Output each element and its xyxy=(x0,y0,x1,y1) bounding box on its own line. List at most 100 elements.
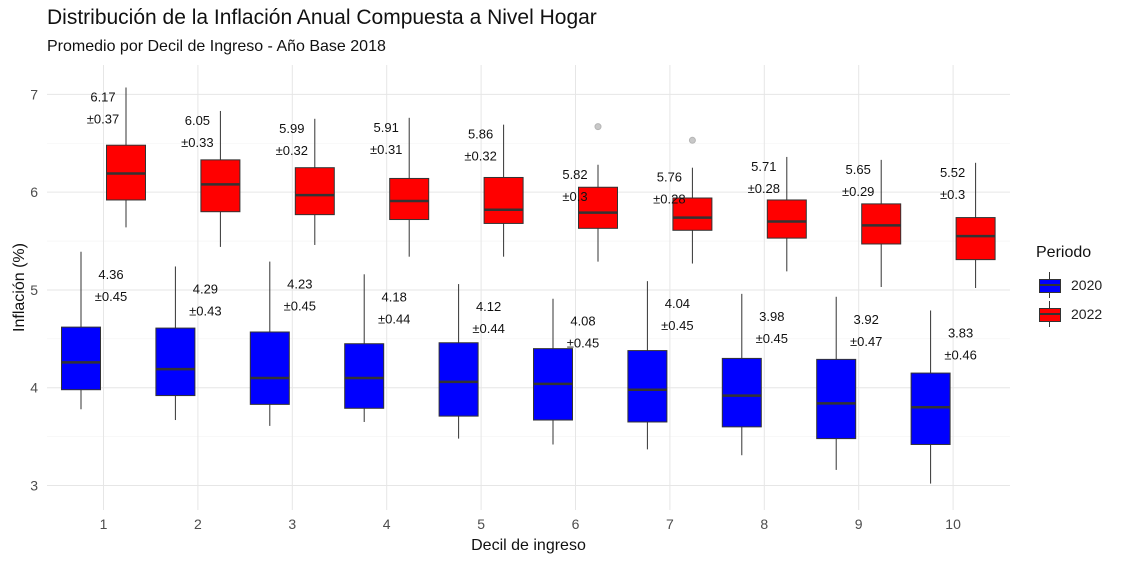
x-tick-label: 9 xyxy=(855,516,863,532)
box-2022-decile-3: 5.99 ±0.32 xyxy=(276,118,335,245)
box-2020-decile-8: 3.98 ±0.45 xyxy=(721,293,788,456)
chart-title: Distribución de la Inflación Anual Compu… xyxy=(47,6,597,29)
box-2020-decile-2: 4.29 ±0.43 xyxy=(155,266,222,421)
y-tick-label: 5 xyxy=(30,282,38,298)
sd-label: ±0.45 xyxy=(756,331,788,346)
y-tick-label: 3 xyxy=(30,478,38,494)
x-tick-label: 3 xyxy=(288,516,296,532)
mean-label: 5.82 xyxy=(562,167,587,182)
mean-label: 6.17 xyxy=(90,89,115,104)
box-body xyxy=(200,159,241,213)
box-2020-decile-4: 4.18 ±0.44 xyxy=(344,274,410,422)
sd-label: ±0.45 xyxy=(95,289,127,304)
y-tick-label: 4 xyxy=(30,380,38,396)
sd-label: ±0.31 xyxy=(370,142,402,157)
mean-label: 4.12 xyxy=(476,299,501,314)
box-2022-decile-8: 5.71 ±0.28 xyxy=(748,156,807,272)
box-body xyxy=(816,358,857,440)
y-tick-label: 6 xyxy=(30,184,38,200)
mean-label: 4.08 xyxy=(570,314,595,329)
sd-label: ±0.44 xyxy=(472,321,504,336)
box-body xyxy=(627,350,668,423)
box-body xyxy=(389,177,430,221)
mean-label: 3.92 xyxy=(854,312,879,327)
box-body xyxy=(344,343,385,409)
mean-label: 5.86 xyxy=(468,127,493,142)
mean-label: 4.29 xyxy=(193,281,218,296)
box-body xyxy=(955,217,996,261)
box-body xyxy=(672,197,713,231)
sd-label: ±0.45 xyxy=(567,336,599,351)
x-tick-label: 2 xyxy=(194,516,202,532)
legend: Periodo 2020 2022 xyxy=(1036,244,1102,328)
box-2020-decile-6: 4.08 ±0.45 xyxy=(533,298,599,445)
sd-label: ±0.28 xyxy=(653,192,685,207)
outlier-point xyxy=(594,123,602,131)
mean-label: 5.99 xyxy=(279,121,304,136)
box-body xyxy=(249,331,290,405)
legend-label-2020: 2020 xyxy=(1071,276,1103,293)
outlier-point xyxy=(688,136,696,144)
box-body xyxy=(766,199,807,239)
mean-label: 4.18 xyxy=(382,289,407,304)
box-2022-decile-2: 6.05 ±0.33 xyxy=(181,110,241,247)
box-body xyxy=(155,327,196,397)
box-2022-decile-9: 5.65 ±0.29 xyxy=(842,159,902,288)
mean-label: 5.76 xyxy=(657,170,682,185)
x-tick-label: 6 xyxy=(572,516,580,532)
box-body xyxy=(483,176,524,224)
sd-label: ±0.43 xyxy=(189,303,221,318)
y-axis-title: Inflación (%) xyxy=(11,243,28,332)
legend-label-2022: 2022 xyxy=(1071,305,1103,322)
legend-key-2022 xyxy=(1039,300,1061,327)
box-2020-decile-5: 4.12 ±0.44 xyxy=(438,284,505,439)
mean-label: 4.04 xyxy=(665,296,690,311)
x-tick-label: 7 xyxy=(666,516,674,532)
box-2020-decile-3: 4.23 ±0.45 xyxy=(249,261,316,426)
mean-label: 6.05 xyxy=(185,113,210,128)
sd-label: ±0.33 xyxy=(181,135,213,150)
legend-item-2020: 2020 xyxy=(1036,270,1102,299)
box-body xyxy=(578,186,618,229)
mean-label: 5.52 xyxy=(940,165,965,180)
box-2022-decile-5: 5.86 ±0.32 xyxy=(464,124,524,257)
box-2022-decile-7: 5.76 ±0.28 xyxy=(653,136,713,264)
box-body xyxy=(438,342,479,417)
sd-label: ±0.32 xyxy=(464,149,496,164)
sd-label: ±0.37 xyxy=(87,111,119,126)
x-tick-label: 5 xyxy=(477,516,485,532)
mean-label: 3.83 xyxy=(948,325,973,340)
x-tick-label: 1 xyxy=(100,516,108,532)
chart-subtitle: Promedio por Decil de Ingreso - Año Base… xyxy=(47,38,386,55)
sd-label: ±0.32 xyxy=(276,143,308,158)
box-2020-decile-9: 3.92 ±0.47 xyxy=(816,296,882,470)
x-tick-label: 10 xyxy=(945,516,961,532)
mean-label: 5.71 xyxy=(751,159,776,174)
box-2020-decile-1: 4.36 ±0.45 xyxy=(61,251,127,410)
legend-title: Periodo xyxy=(1036,244,1092,261)
sd-label: ±0.29 xyxy=(842,184,874,199)
box-body xyxy=(61,326,101,391)
sd-label: ±0.47 xyxy=(850,334,882,349)
x-tick-label: 4 xyxy=(383,516,391,532)
sd-label: ±0.44 xyxy=(378,311,410,326)
mean-label: 4.36 xyxy=(98,267,123,282)
mean-label: 5.65 xyxy=(846,162,871,177)
box-body xyxy=(721,357,762,428)
box-2020-decile-10: 3.83 ±0.46 xyxy=(910,310,977,484)
box-body xyxy=(861,203,902,245)
box-2022-decile-10: 5.52 ±0.3 xyxy=(940,162,996,288)
x-tick-label: 8 xyxy=(760,516,768,532)
sd-label: ±0.46 xyxy=(944,347,976,362)
sd-label: ±0.28 xyxy=(748,181,780,196)
box-2020-decile-7: 4.04 ±0.45 xyxy=(627,281,694,450)
box-body xyxy=(294,167,335,216)
box-2022-decile-1: 6.17 ±0.37 xyxy=(87,87,146,228)
box-body xyxy=(910,372,951,445)
legend-item-2022: 2022 xyxy=(1036,299,1102,328)
box-2022-decile-6: 5.82 ±0.3 xyxy=(562,123,618,262)
sd-label: ±0.3 xyxy=(562,189,587,204)
sd-label: ±0.3 xyxy=(940,187,965,202)
sd-label: ±0.45 xyxy=(661,318,693,333)
